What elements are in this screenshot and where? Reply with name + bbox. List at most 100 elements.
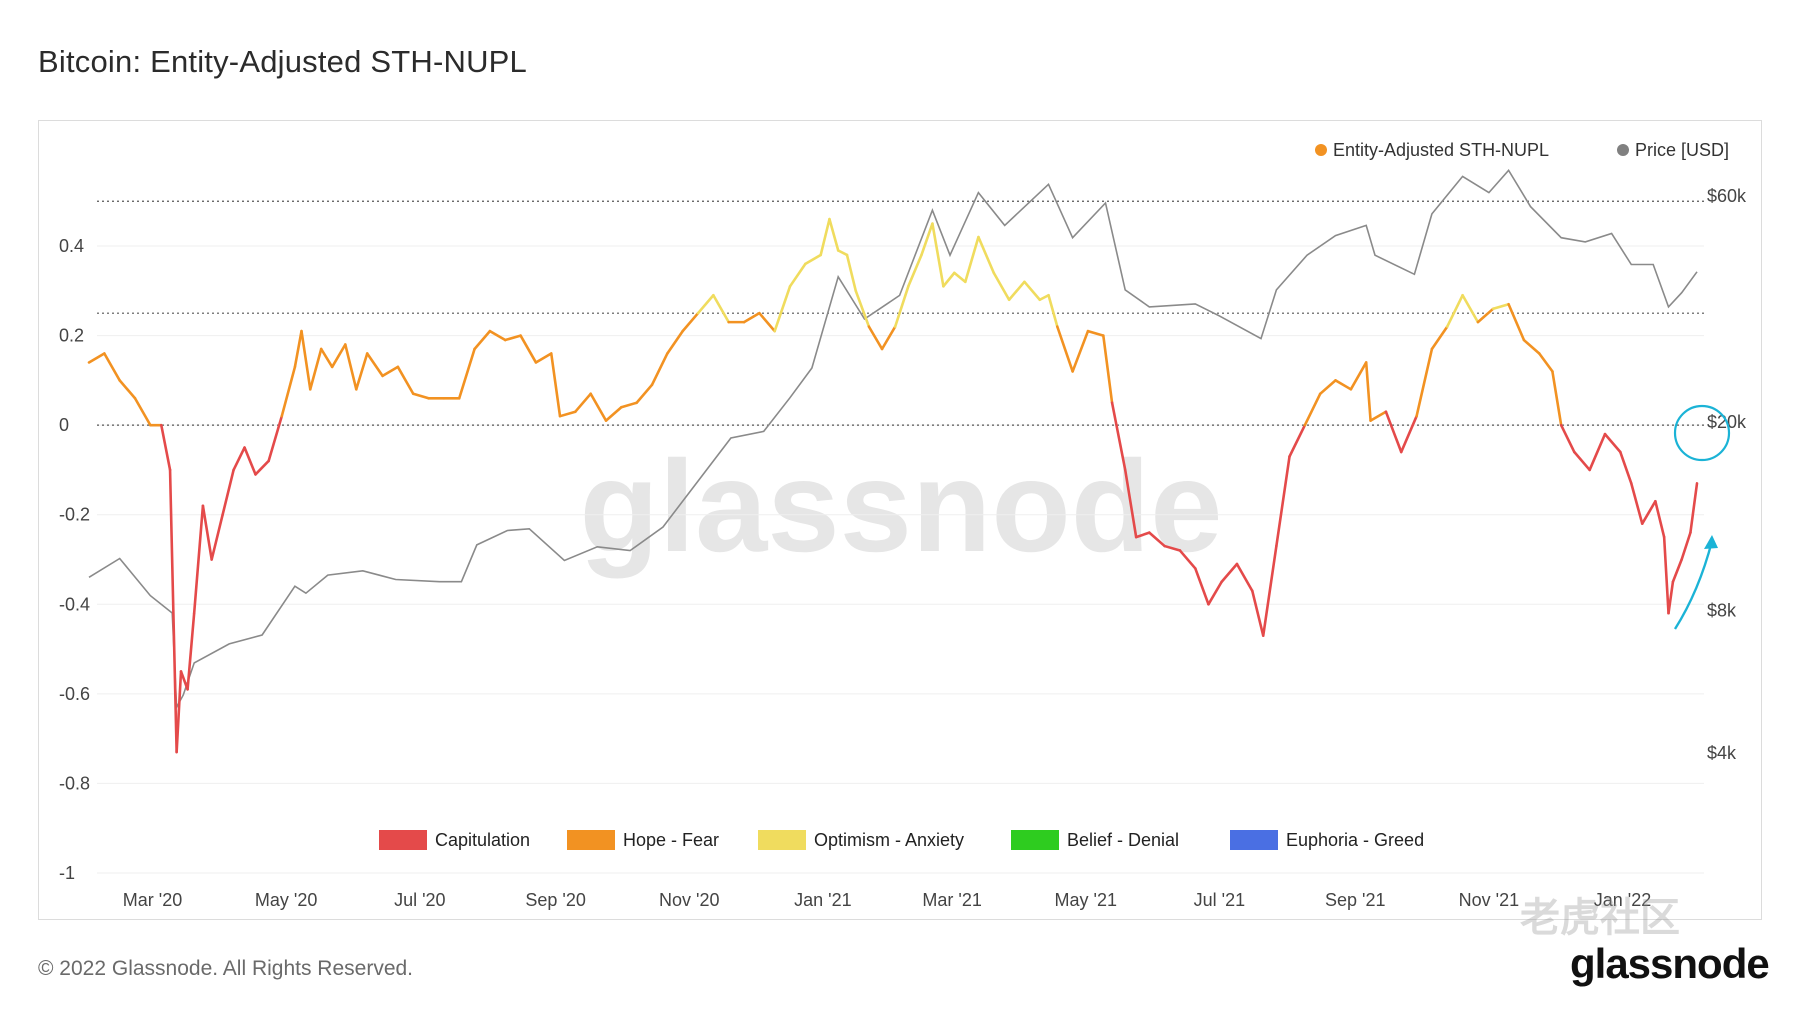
footer-copyright: © 2022 Glassnode. All Rights Reserved. [38, 957, 414, 980]
legend-bottom-label: Optimism - Anxiety [814, 830, 964, 850]
legend-bottom-swatch [1011, 830, 1059, 850]
legend-bottom-swatch [379, 830, 427, 850]
nupl-segment [308, 347, 323, 391]
nupl-segment [473, 329, 492, 351]
x-tick-label: Sep '21 [1325, 890, 1386, 910]
nupl-segment [534, 352, 553, 364]
nupl-segment [1235, 562, 1254, 593]
nupl-segment [1194, 567, 1210, 606]
nupl-segment [186, 611, 196, 691]
annotation-arrow [1673, 540, 1714, 630]
nupl-segment [549, 352, 562, 418]
nupl-segment [192, 504, 205, 615]
nupl-segment [1537, 352, 1554, 373]
nupl-segment [920, 222, 934, 257]
nupl-layer [87, 217, 1699, 754]
nupl-segment [953, 271, 967, 284]
nupl-segment [381, 365, 400, 378]
nupl-segment [1102, 334, 1114, 405]
nupl-segment [411, 392, 430, 400]
nupl-segment [354, 352, 369, 391]
nupl-segment [1573, 450, 1591, 472]
nupl-segment [1461, 293, 1480, 324]
x-tick-label: May '20 [255, 890, 317, 910]
nupl-segment [1220, 562, 1239, 584]
nupl-segment [221, 468, 235, 517]
y-left-tick-label: -0.4 [59, 594, 90, 614]
nupl-segment [1522, 338, 1541, 355]
nupl-segment [1261, 544, 1278, 637]
annotation-arrowhead [1704, 535, 1718, 549]
legend-bottom: Capitulation Hope - Fear Optimism - Anxiet… [379, 830, 1424, 850]
nupl-segment [931, 222, 945, 288]
x-tick-label: Jan '21 [794, 890, 851, 910]
grid-layer [97, 200, 1704, 874]
nupl-segment [1619, 450, 1633, 485]
nupl-segment [488, 329, 507, 342]
nupl-segment [1689, 482, 1699, 534]
chart-svg: glassnode 0.4 0.2 0 -0.2 -0.4 -0.6 -0.8 -1 $60k $… [59, 140, 1747, 910]
legend-bottom-label: Capitulation [435, 830, 530, 850]
nupl-segment [1303, 392, 1322, 427]
nupl-segment [1369, 410, 1388, 422]
nupl-segment [232, 446, 246, 472]
x-tick-label: Nov '20 [659, 890, 719, 910]
nupl-segment [854, 289, 871, 328]
nupl-segment [118, 379, 137, 400]
nupl-segment [907, 253, 923, 288]
nupl-segment [1671, 558, 1683, 584]
nupl-segment [1275, 455, 1291, 548]
nupl-segment [1603, 432, 1622, 454]
x-tick-label: Mar '21 [922, 890, 981, 910]
y-left-tick-label: 0.2 [59, 326, 84, 346]
nupl-segment [1588, 432, 1607, 472]
nupl-segment [457, 347, 476, 400]
y-left-tick-label: 0.4 [59, 236, 84, 256]
nupl-segment [681, 311, 700, 333]
nupl-segment [133, 396, 152, 427]
nupl-segment [819, 217, 831, 257]
nupl-segment [880, 325, 897, 351]
nupl-segment [1507, 302, 1526, 342]
nupl-segment [1334, 379, 1353, 391]
nupl-segment [620, 401, 638, 409]
nupl-segment [1110, 401, 1127, 472]
nupl-segment [828, 217, 840, 252]
nupl-segment [254, 459, 270, 476]
nupl-segment [788, 262, 807, 288]
nupl-segment [1667, 580, 1675, 615]
y-left-tick-label: -0.8 [59, 773, 90, 793]
corner-watermark: 老虎社区 [1520, 896, 1680, 940]
nupl-segment [168, 468, 178, 754]
nupl-segment [1071, 329, 1090, 373]
nupl-segment [159, 423, 172, 472]
nupl-segment [87, 352, 106, 364]
nupl-segment [1476, 307, 1495, 324]
nupl-segment [758, 311, 777, 333]
nupl-segment [1629, 482, 1644, 525]
nupl-segment [845, 253, 858, 293]
y-right-tick-label: $60k [1707, 186, 1747, 206]
legend-top-label: Price [USD] [1635, 140, 1729, 160]
legend-bottom-swatch [758, 830, 806, 850]
nupl-segment [650, 352, 669, 387]
nupl-segment [103, 352, 121, 382]
price-line [88, 168, 1698, 710]
nupl-segment [635, 383, 654, 405]
chart-watermark: glassnode [580, 433, 1223, 579]
nupl-segment [1007, 280, 1026, 302]
annotation-layer [1673, 404, 1731, 630]
nupl-segment [1445, 293, 1464, 328]
nupl-segment [712, 293, 730, 324]
legend-bottom-label: Euphoria - Greed [1286, 830, 1424, 850]
nupl-segment [1123, 468, 1138, 539]
nupl-segment [604, 405, 623, 422]
nupl-segment [1384, 410, 1403, 454]
nupl-segment [1178, 549, 1197, 570]
nupl-segment [280, 365, 297, 418]
nupl-segment [666, 329, 684, 355]
legend-bottom-swatch [567, 830, 615, 850]
nupl-segment [1415, 347, 1434, 418]
glassnode-logo: glassnode [1570, 940, 1770, 987]
nupl-segment [773, 285, 792, 333]
